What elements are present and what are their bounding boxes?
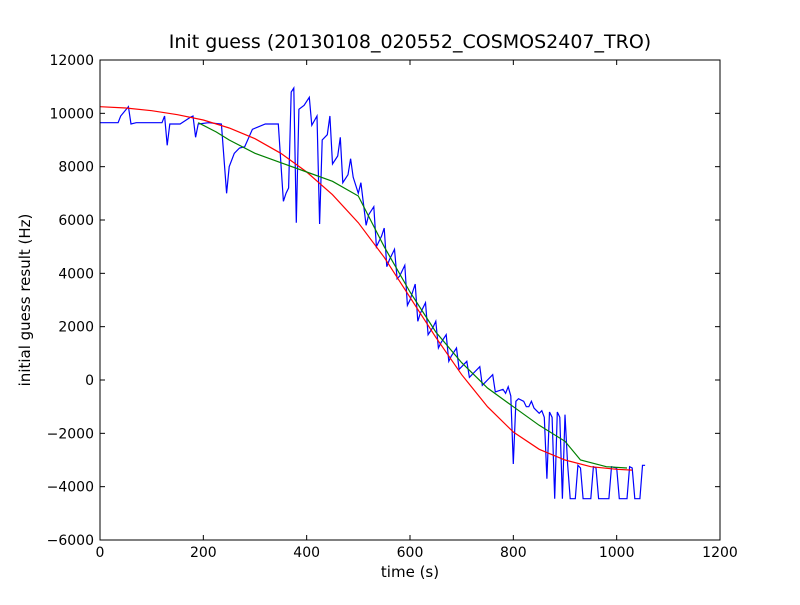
y-tick-label: 0 [85,373,94,389]
x-tick-label: 800 [500,545,527,561]
y-tick-label: −4000 [47,480,94,496]
x-tick-label: 400 [293,545,320,561]
x-tick-label: 0 [96,545,105,561]
y-tick-label: 8000 [58,160,94,176]
chart-title: Init guess (20130108_020552_COSMOS2407_T… [169,31,651,53]
x-tick-label: 200 [190,545,217,561]
series-layer [100,86,646,500]
y-tick-label: −2000 [47,426,94,442]
y-tick-label: 2000 [58,320,94,336]
x-tick-label: 1000 [599,545,635,561]
y-tick-label: 6000 [58,213,94,229]
y-tick-label: 10000 [49,106,94,122]
x-tick-label: 1200 [702,545,738,561]
y-tick-label: 4000 [58,266,94,282]
series-line-red [100,106,633,471]
y-tick-label: −6000 [47,533,94,549]
plot-frame [99,59,721,541]
y-axis-label: initial guess result (Hz) [16,214,34,387]
x-tick-label: 600 [397,545,424,561]
x-axis-label: time (s) [381,563,439,581]
series-line-green [197,122,628,469]
y-tick-label: 12000 [49,53,94,69]
axis-ticks: 0 200 400 600 800 1000 1200 −6000 −4000 −2000 0 200… [47,53,738,561]
